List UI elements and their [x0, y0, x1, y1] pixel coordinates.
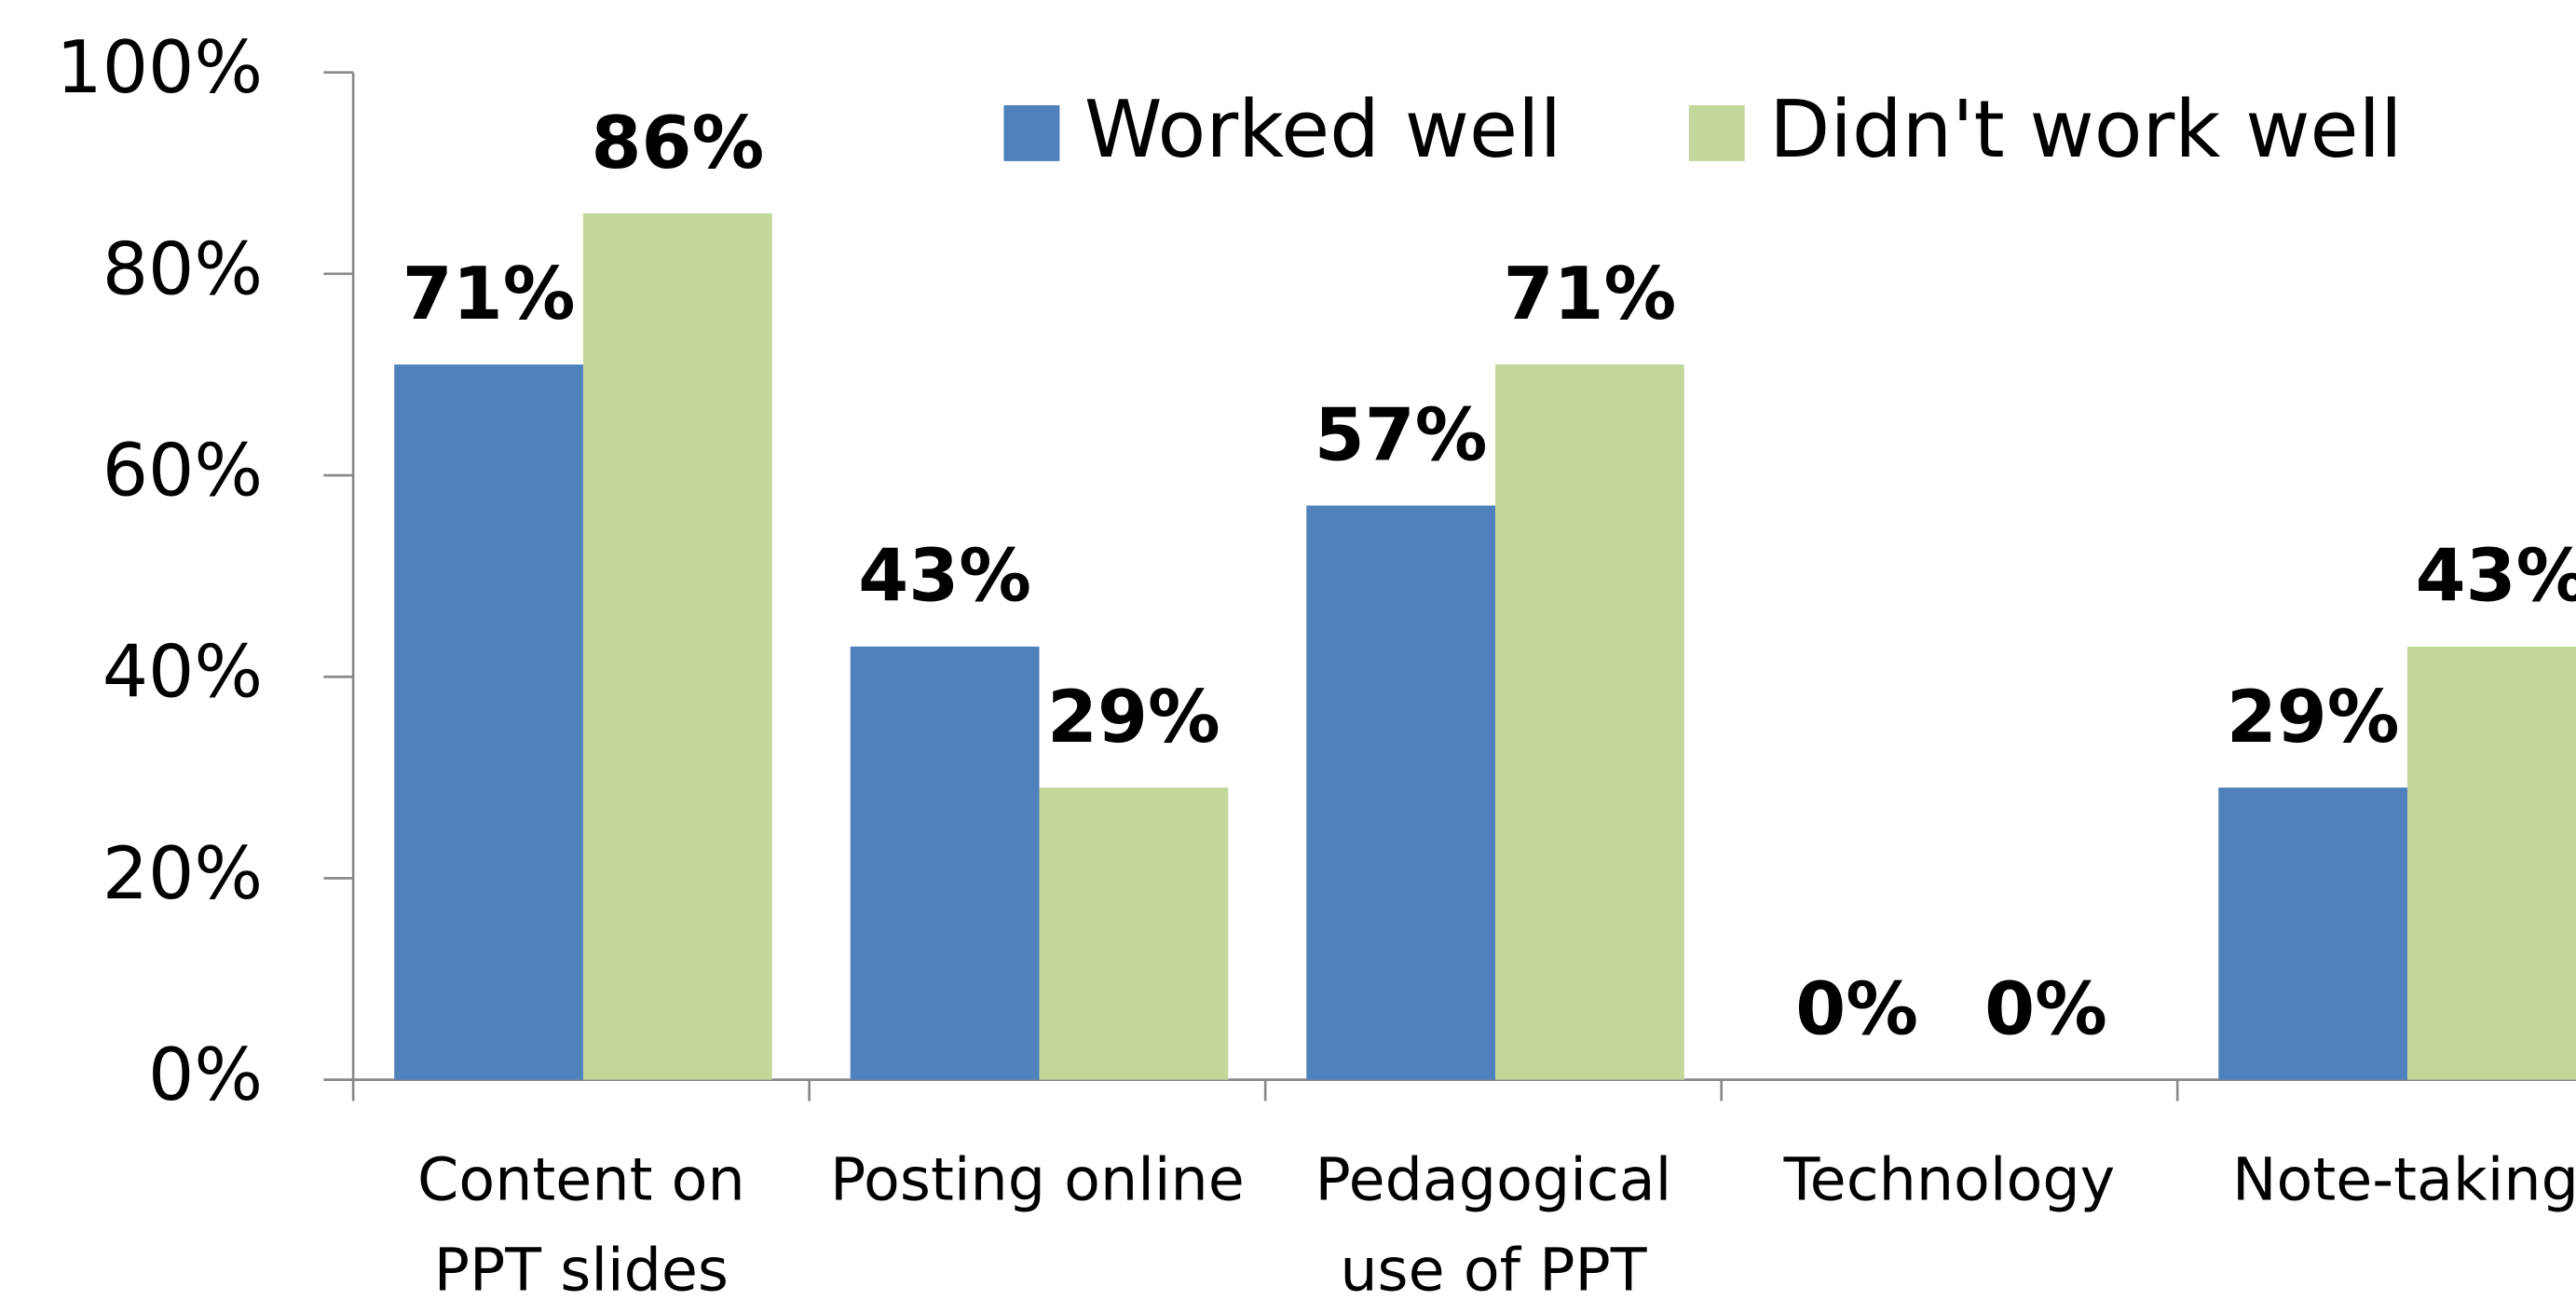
value-label: 29%	[2227, 676, 2400, 759]
value-label: 29%	[1047, 676, 1220, 759]
legend-label: Didn't work well	[1769, 83, 2402, 175]
value-label: 57%	[1315, 393, 1488, 477]
legend-swatch	[1688, 104, 1745, 161]
x-tick-label: Content on	[417, 1144, 745, 1213]
x-tick-label: use of PPT	[1340, 1235, 1646, 1300]
value-label: 43%	[2416, 535, 2576, 619]
x-tick-label: PPT slides	[434, 1235, 729, 1300]
y-tick-label: 100%	[56, 26, 263, 110]
y-tick-label: 40%	[102, 631, 263, 715]
legend-swatch	[1003, 104, 1060, 161]
bar	[850, 646, 1040, 1080]
x-tick-label: Posting online	[830, 1144, 1245, 1213]
y-tick-label: 20%	[102, 832, 263, 916]
x-tick-label: Technology	[1783, 1144, 2116, 1213]
value-label: 86%	[592, 102, 765, 185]
legend-label: Worked well	[1084, 83, 1561, 175]
value-label: 0%	[1984, 968, 2107, 1052]
y-tick-label: 80%	[102, 227, 263, 311]
bar	[2407, 646, 2576, 1080]
y-tick-label: 60%	[102, 430, 263, 513]
bar	[2218, 787, 2408, 1080]
bar	[583, 213, 772, 1080]
value-label: 71%	[1504, 253, 1677, 336]
y-tick-label: 0%	[148, 1033, 263, 1117]
value-label: 71%	[402, 253, 576, 336]
bar	[1306, 505, 1496, 1080]
value-label: 43%	[858, 535, 1031, 619]
x-tick-label: Pedagogical	[1315, 1144, 1672, 1213]
bar	[1495, 364, 1684, 1080]
x-tick-label: Note-taking	[2232, 1144, 2576, 1213]
bar	[1039, 787, 1229, 1080]
bar	[394, 364, 584, 1080]
value-label: 0%	[1795, 968, 1918, 1052]
